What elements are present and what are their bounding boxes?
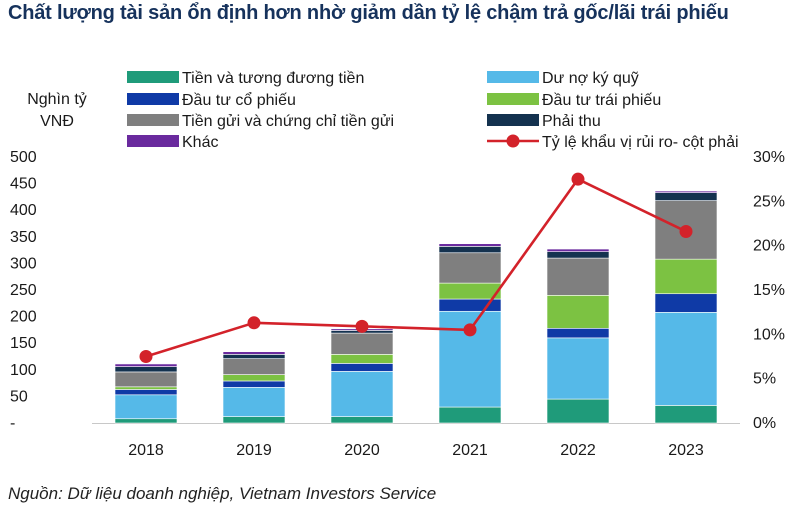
- y-tick-right: 10%: [753, 326, 785, 343]
- bar-segment: [438, 252, 502, 284]
- x-tick-label: 2018: [128, 442, 164, 459]
- x-tick-label: 2023: [668, 442, 704, 459]
- legend-label: Tiền gửi và chứng chỉ tiền gửi: [182, 113, 394, 130]
- y-tick-left: 50: [10, 388, 28, 405]
- bar-segment: [114, 386, 178, 390]
- risk-ratio-point: [571, 172, 585, 186]
- risk-ratio-point: [355, 319, 369, 333]
- risk-ratio-point: [247, 316, 261, 330]
- bar-segment: [546, 248, 610, 252]
- source-note: Nguồn: Dữ liệu doanh nghiệp, Vietnam Inv…: [8, 484, 437, 503]
- bar-segment: [546, 295, 610, 329]
- bar-segment: [222, 358, 286, 375]
- x-tick-label: 2022: [560, 442, 596, 459]
- legend-label: Đầu tư cổ phiếu: [182, 91, 296, 109]
- risk-ratio-point: [679, 224, 693, 238]
- x-tick-label: 2021: [452, 442, 488, 459]
- bar-segment: [654, 312, 718, 406]
- bar-segment: [222, 374, 286, 382]
- y-tick-left: 200: [10, 309, 37, 326]
- bar-segment: [438, 243, 502, 247]
- bar-segment: [330, 332, 394, 355]
- bar-segment: [222, 380, 286, 388]
- chart-title: Chất lượng tài sản ổn định hơn nhờ giảm …: [8, 2, 729, 24]
- bar-segment: [438, 406, 502, 424]
- legend-swatch: [127, 93, 179, 105]
- bar-segment: [654, 405, 718, 424]
- bar-segment: [114, 418, 178, 424]
- bar-segment: [222, 351, 286, 355]
- y-tick-left: 100: [10, 362, 37, 379]
- risk-ratio-line: [145, 177, 687, 358]
- y-tick-right: 20%: [753, 238, 785, 255]
- bar-segment: [654, 192, 718, 201]
- y-tick-right: 30%: [753, 149, 785, 166]
- y-axis-title-left: VNĐ: [40, 113, 74, 130]
- bar-segment: [114, 394, 178, 420]
- y-tick-right: 5%: [753, 371, 776, 388]
- bar-segment: [546, 257, 610, 296]
- legend-label: Phải thu: [542, 113, 601, 130]
- legend-swatch: [487, 71, 539, 83]
- bar-segment: [546, 328, 610, 339]
- legend-label: Đầu tư trái phiếu: [542, 92, 661, 109]
- y-tick-right: 15%: [753, 282, 785, 299]
- bar-segment: [438, 246, 502, 254]
- bar-segment: [546, 398, 610, 424]
- bar-segment: [114, 366, 178, 373]
- y-axis-title-left: Nghìn tỷ: [27, 91, 87, 108]
- bar-segment: [114, 363, 178, 367]
- bar-segment: [114, 371, 178, 388]
- y-tick-left: 450: [10, 176, 37, 193]
- legend-line-marker: [506, 134, 520, 148]
- bar-segment: [114, 389, 178, 396]
- bar-segment: [330, 416, 394, 424]
- y-tick-left: 400: [10, 202, 37, 219]
- bar-segment: [438, 282, 502, 300]
- legend-label: Khác: [182, 134, 218, 151]
- bar-segment: [222, 387, 286, 417]
- y-tick-right: 25%: [753, 193, 785, 210]
- bar-segment: [222, 354, 286, 359]
- bar-segment: [546, 251, 610, 259]
- y-tick-left: 150: [10, 335, 37, 352]
- legend-label: Dư nợ ký quỹ: [542, 70, 639, 87]
- bar-segment: [654, 190, 718, 193]
- y-tick-left: 300: [10, 255, 37, 272]
- bar-segment: [330, 371, 394, 417]
- legend-label: Tỷ lệ khẩu vị rủi ro- cột phải: [542, 133, 739, 151]
- legend-label: Tiền và tương đương tiền: [182, 70, 364, 87]
- y-tick-right: 0%: [753, 415, 776, 432]
- chart-area: Nghìn tỷ VNĐ - 50 100 150 200 250 300 350 400 450 50…: [10, 70, 785, 459]
- y-tick-left: 350: [10, 229, 37, 246]
- legend-swatch: [487, 93, 539, 105]
- bar-segment: [330, 363, 394, 372]
- bar-segment: [222, 416, 286, 424]
- bar-segment: [654, 258, 718, 295]
- bar-segment: [330, 354, 394, 364]
- legend-swatch: [127, 135, 179, 147]
- x-tick-label: 2020: [344, 442, 380, 459]
- risk-ratio-point: [139, 350, 153, 363]
- x-tick-label: 2019: [236, 442, 272, 459]
- legend-swatch: [127, 114, 179, 126]
- y-tick-left: -: [10, 415, 15, 432]
- bar-segment: [654, 293, 718, 313]
- y-tick-left: 250: [10, 282, 37, 299]
- y-tick-left: 500: [10, 149, 37, 166]
- legend-swatch: [127, 71, 179, 83]
- risk-ratio-point: [463, 323, 477, 337]
- bar-segment: [546, 337, 610, 400]
- legend-swatch: [487, 114, 539, 126]
